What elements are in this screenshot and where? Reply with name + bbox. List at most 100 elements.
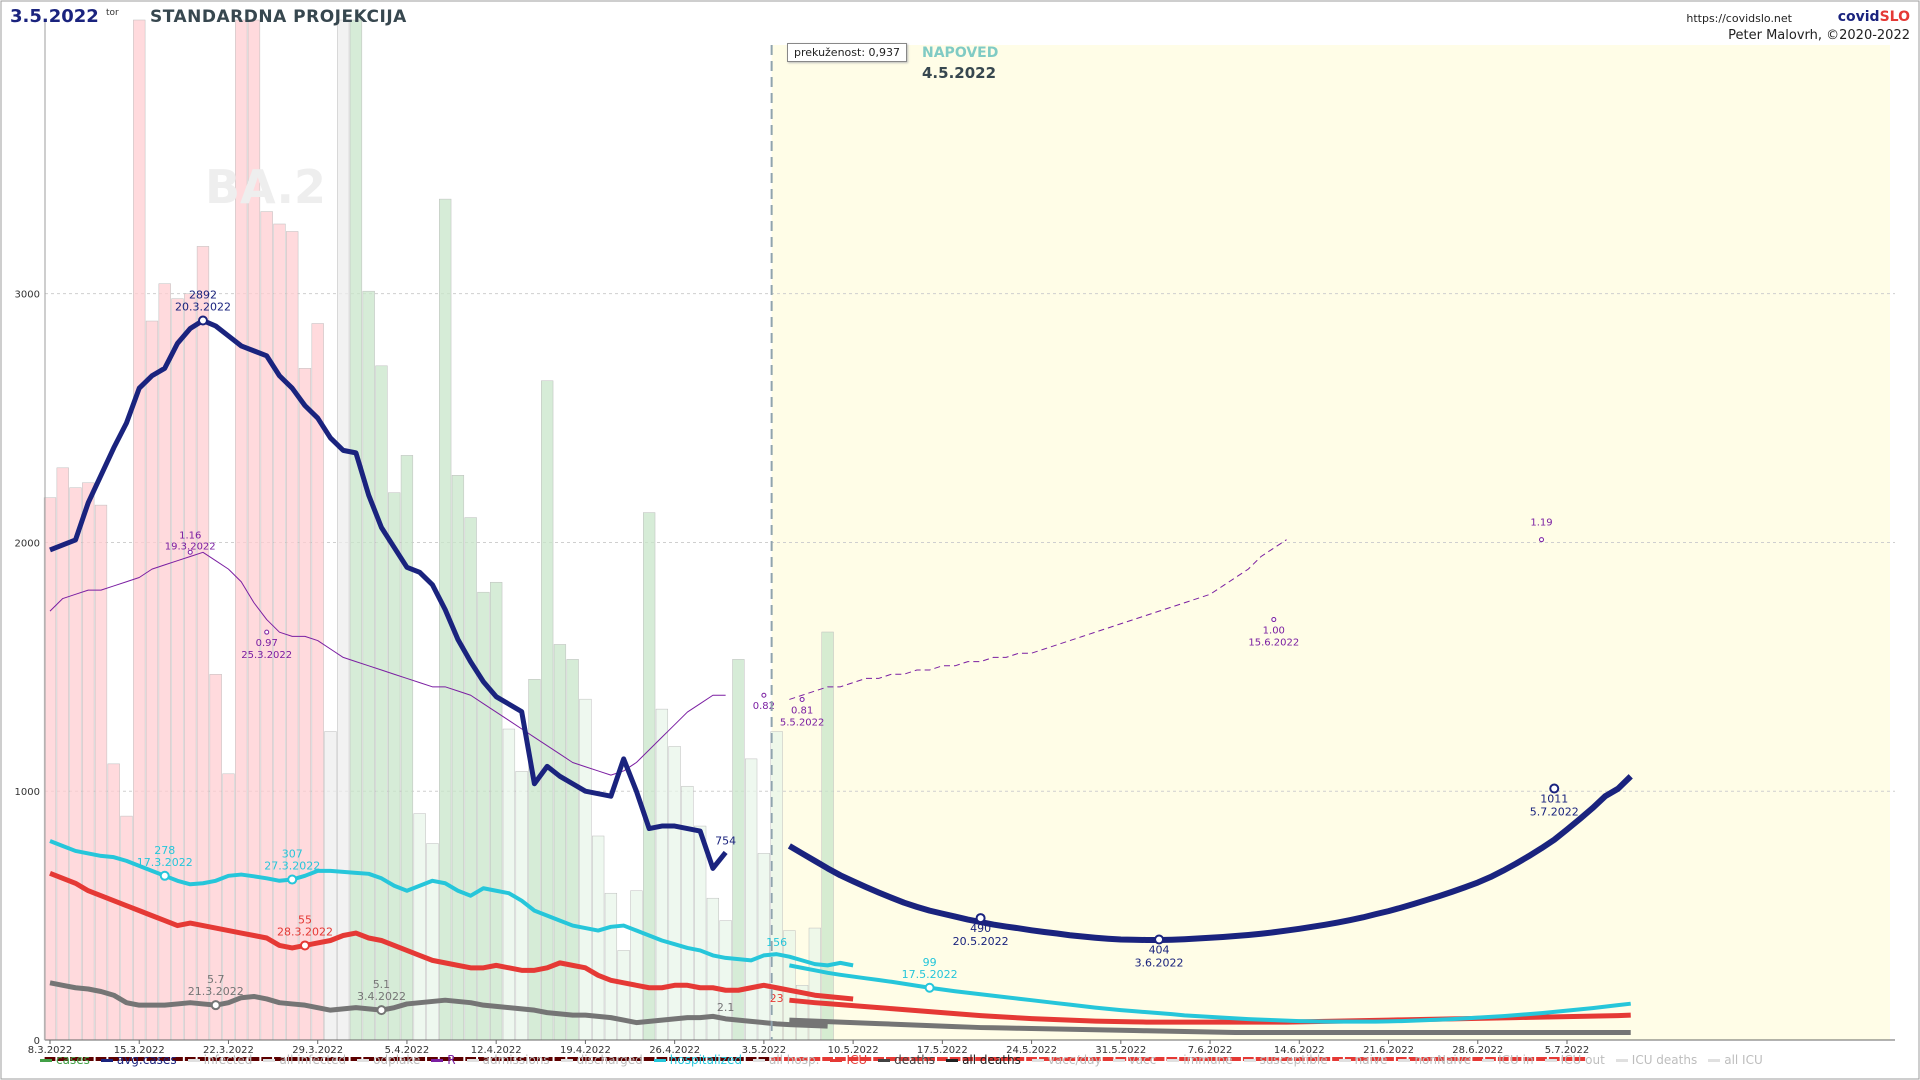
legend-item[interactable]: ICU	[830, 1053, 867, 1067]
r-point	[761, 692, 767, 698]
r-point	[1271, 617, 1277, 623]
cases-bar	[553, 644, 567, 1041]
day-strip-cell	[898, 1057, 910, 1061]
legend-swatch-icon	[357, 1059, 370, 1062]
legend-swatch-icon	[466, 1059, 479, 1062]
cases-bar	[94, 504, 108, 1041]
day-strip-cell	[1077, 1057, 1088, 1061]
day-strip-cell	[885, 1057, 897, 1061]
day-strip-cell	[1255, 1057, 1267, 1061]
day-strip-cell	[350, 1057, 362, 1061]
day-strip-cell	[235, 1057, 247, 1061]
cases-bar	[337, 19, 350, 1041]
r-value: 0.82	[753, 701, 775, 712]
day-strip-cell	[1191, 1057, 1203, 1061]
legend-item[interactable]: nonNaive	[1398, 1053, 1471, 1067]
legend-item[interactable]: admissions	[466, 1053, 550, 1067]
cases-bar	[464, 517, 477, 1041]
legend-swatch-icon	[1482, 1059, 1495, 1062]
day-strip-cell	[1051, 1057, 1063, 1061]
day-strip-cell	[1383, 1057, 1394, 1061]
annotation-point	[376, 1005, 387, 1016]
annotation-point	[924, 982, 935, 993]
forecast-date: 4.5.2022	[922, 64, 997, 82]
legend-item[interactable]: ICU deaths	[1615, 1053, 1697, 1067]
day-strip-cell	[796, 1057, 808, 1061]
cases-bar	[745, 758, 758, 1041]
r-value: 0.97	[256, 638, 278, 649]
legend-label: vacc/day	[1047, 1053, 1102, 1067]
legend-label: cases	[56, 1053, 90, 1067]
legend-item[interactable]: avg.cases	[100, 1053, 177, 1067]
day-strip-cell	[669, 1057, 681, 1061]
legend-item[interactable]: all hosp.	[752, 1053, 819, 1067]
annotation-date: 3.6.2022	[1135, 956, 1184, 969]
legend-item[interactable]: R	[431, 1053, 456, 1067]
cases-bar	[426, 843, 439, 1041]
annotation-date: 20.5.2022	[953, 935, 1009, 948]
legend-label: all deaths	[962, 1053, 1021, 1067]
legend-swatch-icon	[1112, 1059, 1125, 1062]
legend-item[interactable]: all deaths	[946, 1053, 1021, 1067]
legend-item[interactable]: all ICU	[1708, 1053, 1763, 1067]
annotation-value: 754	[715, 834, 736, 847]
legend-item[interactable]: ICU in	[1482, 1053, 1534, 1067]
day-strip-cell	[822, 1057, 833, 1061]
x-tick-label: 8.3.2022	[28, 1045, 73, 1056]
day-strip-cell	[911, 1057, 923, 1061]
legend-item[interactable]: infected	[187, 1053, 252, 1067]
annotation-date: 3.4.2022	[357, 990, 406, 1003]
site-link[interactable]: https://covidslo.net	[1686, 12, 1792, 25]
day-strip-cell	[554, 1057, 566, 1061]
day-strip-cell	[694, 1057, 706, 1061]
annotation-point	[1154, 934, 1165, 945]
legend-item[interactable]: all infected	[263, 1053, 346, 1067]
y-tick-label: 3000	[15, 290, 40, 301]
legend-item[interactable]: hospitalized	[653, 1053, 742, 1067]
annotation-point	[197, 315, 208, 326]
cases-bar	[630, 890, 643, 1041]
legend-item[interactable]: immune	[1167, 1053, 1233, 1067]
day-strip-cell	[197, 1057, 209, 1061]
cases-bar	[145, 320, 159, 1041]
day-strip-cell	[172, 1057, 183, 1061]
legend-swatch-icon	[263, 1059, 276, 1062]
legend-swatch-icon	[878, 1059, 891, 1062]
day-strip-cell	[337, 1057, 349, 1061]
day-strip-cell	[771, 1057, 783, 1061]
annotation-value: 55	[298, 913, 312, 926]
r-value: 1.16	[179, 530, 201, 541]
legend-item[interactable]: ICU out	[1544, 1053, 1605, 1067]
legend-item[interactable]: cases	[40, 1053, 90, 1067]
r-date: 15.6.2022	[1248, 638, 1299, 649]
x-tick-label: 15.3.2022	[114, 1045, 165, 1056]
legend-swatch-icon	[1031, 1059, 1044, 1062]
annotation-value: 307	[282, 848, 303, 861]
brand-logo[interactable]: covidSLO	[1838, 9, 1910, 25]
day-strip-cell	[1561, 1057, 1573, 1061]
day-strip-cell	[1536, 1057, 1547, 1061]
legend-item[interactable]: odplake	[357, 1053, 420, 1067]
day-strip-cell	[1281, 1057, 1292, 1061]
bar-icon	[40, 1059, 52, 1062]
r-value: 1.19	[1530, 518, 1552, 529]
legend-swatch-icon	[187, 1059, 200, 1062]
legend-item[interactable]: naive	[1338, 1053, 1387, 1067]
legend-item[interactable]: deaths	[878, 1053, 935, 1067]
day-strip-cell	[1523, 1057, 1535, 1061]
x-tick-label: 26.4.2022	[649, 1045, 700, 1056]
day-strip-cell	[1421, 1057, 1433, 1061]
legend-item[interactable]: susceptible	[1243, 1053, 1328, 1067]
day-strip-cell	[847, 1057, 859, 1061]
chart-title: STANDARDNA PROJEKCIJA	[150, 7, 407, 27]
legend-item[interactable]: vacc	[1112, 1053, 1156, 1067]
cases-bar	[120, 815, 133, 1041]
legend-item[interactable]: vacc/day	[1031, 1053, 1102, 1067]
day-strip-cell	[707, 1057, 719, 1061]
day-strip-cell	[1472, 1057, 1484, 1061]
legend-label: odplake	[373, 1053, 421, 1067]
annotation-value: 2892	[189, 289, 217, 302]
day-strip-cell	[1332, 1057, 1343, 1061]
day-strip-cell	[376, 1057, 387, 1061]
legend-item[interactable]: discharged	[560, 1053, 643, 1067]
